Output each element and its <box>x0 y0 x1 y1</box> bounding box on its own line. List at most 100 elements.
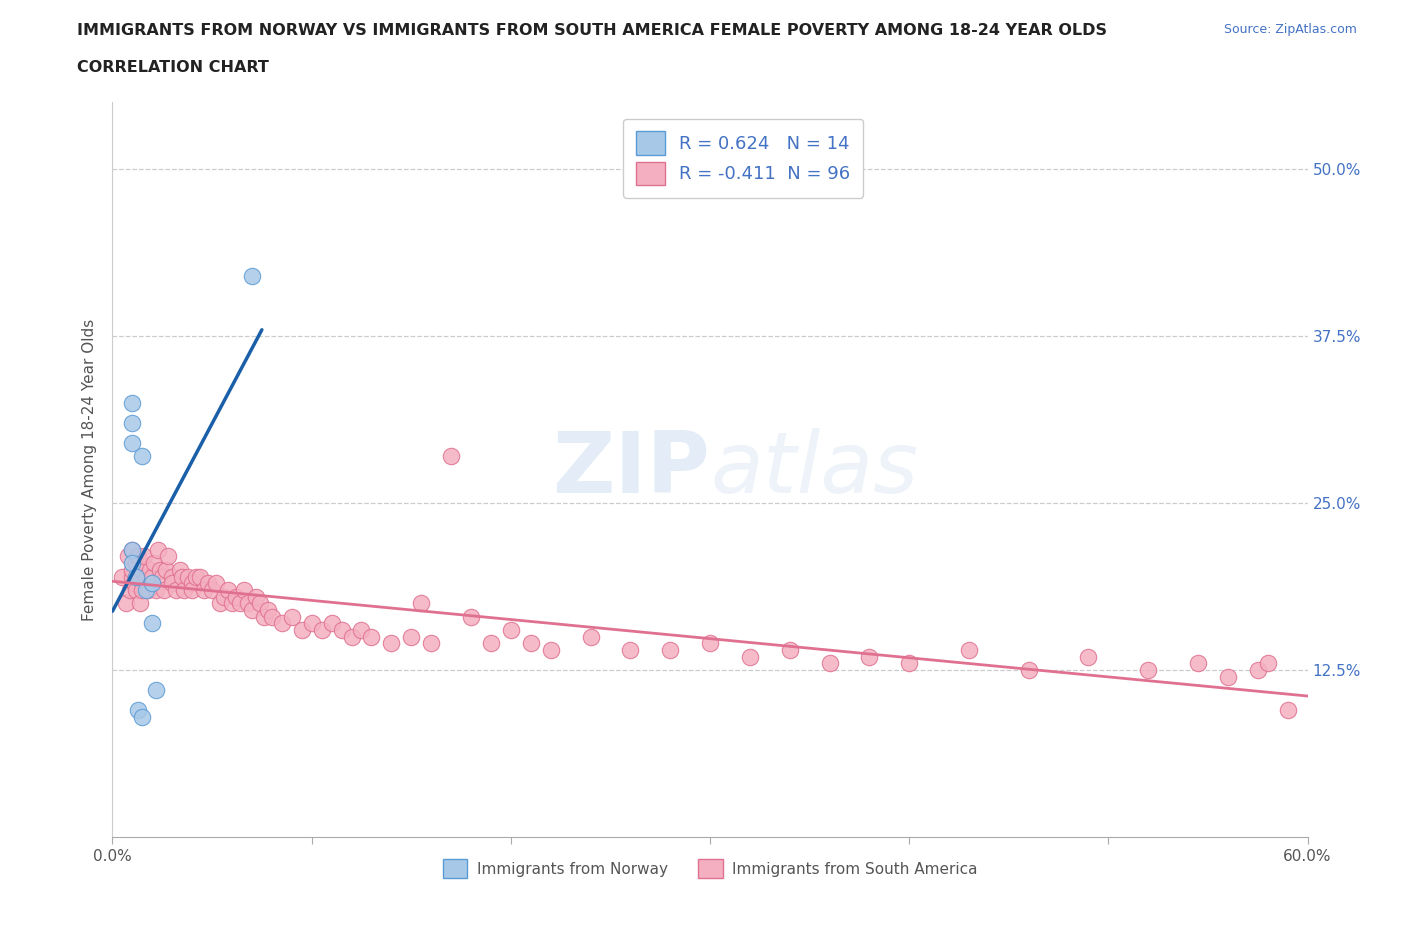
Point <box>380 636 402 651</box>
Point <box>209 596 232 611</box>
Point <box>165 582 187 597</box>
Point <box>205 576 228 591</box>
Point <box>121 542 143 557</box>
Point <box>249 596 271 611</box>
Y-axis label: Female Poverty Among 18-24 Year Olds: Female Poverty Among 18-24 Year Olds <box>82 318 97 621</box>
Point <box>145 683 167 698</box>
Point <box>125 582 148 597</box>
Point <box>411 596 433 611</box>
Point <box>145 582 167 597</box>
Text: CORRELATION CHART: CORRELATION CHART <box>77 60 269 75</box>
Point <box>127 569 149 584</box>
Point <box>330 622 353 637</box>
Point <box>197 576 219 591</box>
Point <box>125 569 148 584</box>
Point <box>520 636 543 651</box>
Point <box>141 576 163 591</box>
Point <box>121 542 143 557</box>
Point <box>311 622 333 637</box>
Point <box>779 643 801 658</box>
Point <box>162 576 183 591</box>
Point <box>127 549 149 564</box>
Point <box>340 630 363 644</box>
Point <box>233 582 256 597</box>
Point <box>253 609 276 624</box>
Point <box>131 710 153 724</box>
Point <box>124 576 146 591</box>
Point <box>193 582 215 597</box>
Point <box>141 576 163 591</box>
Point <box>1137 662 1160 677</box>
Point <box>115 596 138 611</box>
Point <box>420 636 443 651</box>
Point <box>143 556 166 571</box>
Point <box>1257 656 1279 671</box>
Point <box>240 269 263 284</box>
Point <box>111 569 134 584</box>
Point <box>177 569 200 584</box>
Point <box>217 582 239 597</box>
Point <box>225 589 247 604</box>
Point <box>150 569 173 584</box>
Point <box>659 643 682 658</box>
Point <box>401 630 423 644</box>
Point <box>135 582 157 597</box>
Point <box>281 609 304 624</box>
Point <box>245 589 267 604</box>
Point <box>301 616 323 631</box>
Point <box>121 556 143 571</box>
Point <box>127 703 149 718</box>
Point <box>131 582 153 597</box>
Text: atlas: atlas <box>710 428 918 512</box>
Point <box>350 622 373 637</box>
Point <box>699 636 721 651</box>
Point <box>236 596 259 611</box>
Point <box>818 656 841 671</box>
Point <box>188 569 211 584</box>
Point <box>212 589 235 604</box>
Point <box>134 549 156 564</box>
Point <box>221 596 243 611</box>
Point <box>120 582 142 597</box>
Point <box>139 563 162 578</box>
Point <box>131 563 153 578</box>
Point <box>121 395 143 410</box>
Point <box>181 576 204 591</box>
Point <box>229 596 252 611</box>
Point <box>153 582 176 597</box>
Point <box>957 643 980 658</box>
Point <box>1187 656 1209 671</box>
Point <box>162 569 183 584</box>
Point <box>181 582 204 597</box>
Point <box>1216 670 1239 684</box>
Point <box>169 563 191 578</box>
Point <box>149 563 172 578</box>
Point <box>257 603 280 618</box>
Point <box>148 542 170 557</box>
Point <box>540 643 562 658</box>
Point <box>479 636 502 651</box>
Point <box>619 643 641 658</box>
Point <box>157 549 180 564</box>
Point <box>121 435 143 450</box>
Point <box>173 582 195 597</box>
Point <box>121 563 143 578</box>
Point <box>898 656 921 671</box>
Point <box>1077 649 1099 664</box>
Point <box>270 616 292 631</box>
Point <box>738 649 761 664</box>
Point <box>1018 662 1040 677</box>
Point <box>121 569 143 584</box>
Text: ZIP: ZIP <box>553 428 710 512</box>
Text: Source: ZipAtlas.com: Source: ZipAtlas.com <box>1223 23 1357 36</box>
Point <box>125 556 148 571</box>
Point <box>579 630 602 644</box>
Point <box>172 569 194 584</box>
Point <box>201 582 224 597</box>
Legend: Immigrants from Norway, Immigrants from South America: Immigrants from Norway, Immigrants from … <box>437 853 983 884</box>
Point <box>460 609 482 624</box>
Point <box>1277 703 1299 718</box>
Point <box>260 609 283 624</box>
Point <box>117 549 139 564</box>
Point <box>138 582 160 597</box>
